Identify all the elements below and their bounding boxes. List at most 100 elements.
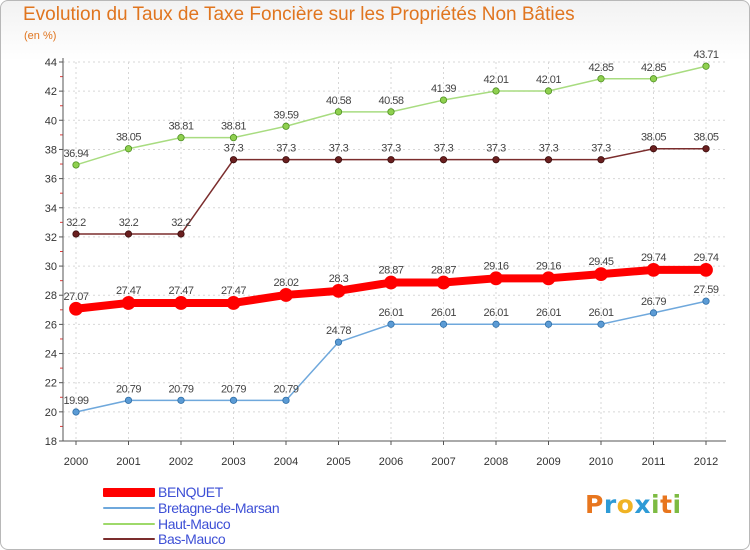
data-label-benquet: 29.45	[588, 256, 613, 268]
data-point-bas-mauco	[649, 145, 658, 153]
y-tick-label: 38	[45, 144, 57, 156]
data-point-bretagne-de-marsan	[544, 320, 553, 328]
logo-letter: i	[651, 490, 661, 519]
data-point-haut-mauco	[439, 96, 448, 104]
legend-item-bas-mauco[interactable]: Bas-Mauco	[103, 531, 226, 547]
x-tick-label: 2010	[589, 456, 613, 468]
y-tick-label: 18	[45, 436, 57, 448]
data-point-bas-mauco	[492, 156, 500, 164]
data-point-benquet	[594, 267, 608, 281]
data-point-bas-mauco	[387, 156, 395, 164]
data-point-haut-mauco	[177, 134, 185, 142]
data-label-benquet: 27.47	[116, 285, 141, 297]
data-point-haut-mauco	[282, 122, 290, 130]
data-point-bretagne-de-marsan	[124, 396, 133, 404]
data-label-haut-mauco: 42.01	[536, 74, 561, 86]
data-label-benquet: 29.74	[641, 252, 666, 264]
y-tick-label: 28	[45, 290, 57, 302]
data-label-haut-mauco: 38.05	[116, 132, 141, 144]
y-tick-label: 32	[45, 232, 57, 244]
y-tick-label: 22	[45, 378, 57, 390]
data-point-bretagne-de-marsan	[72, 408, 80, 416]
data-point-bas-mauco	[124, 230, 133, 238]
x-tick-label: 2001	[116, 456, 140, 468]
legend-swatch-bas-mauco	[103, 538, 155, 540]
x-tick-label: 2002	[169, 456, 193, 468]
data-point-bas-mauco	[282, 156, 290, 164]
data-label-benquet: 28.87	[431, 265, 456, 277]
y-tick-label: 20	[45, 407, 57, 419]
x-tick-label: 2009	[536, 456, 560, 468]
data-point-benquet	[226, 296, 241, 310]
data-label-haut-mauco: 42.85	[588, 62, 613, 74]
data-point-bas-mauco	[544, 156, 553, 164]
data-label-bas-mauco: 37.3	[591, 143, 611, 155]
data-label-bretagne-de-marsan: 26.01	[483, 307, 508, 319]
data-point-bas-mauco	[702, 145, 710, 153]
legend-label-benquet: BENQUET	[158, 484, 223, 500]
legend-item-bretagne-de-marsan[interactable]: Bretagne-de-Marsan	[103, 500, 280, 516]
data-point-haut-mauco	[72, 161, 80, 169]
data-point-haut-mauco	[124, 145, 133, 153]
data-label-benquet: 27.47	[221, 285, 246, 297]
series-layer	[69, 62, 713, 416]
data-label-bretagne-de-marsan: 27.59	[693, 284, 718, 296]
data-label-haut-mauco: 43.71	[693, 49, 718, 61]
data-point-bretagne-de-marsan	[597, 320, 605, 328]
y-tick-label: 24	[45, 349, 57, 361]
data-label-haut-mauco: 42.01	[483, 74, 508, 86]
x-tick-label: 2012	[694, 456, 718, 468]
data-point-bas-mauco	[334, 156, 343, 164]
data-point-bretagne-de-marsan	[702, 297, 710, 305]
data-label-haut-mauco: 38.81	[168, 121, 193, 133]
data-point-benquet	[699, 262, 713, 277]
data-label-haut-mauco: 38.81	[221, 121, 246, 133]
data-label-haut-mauco: 40.58	[326, 95, 351, 107]
legend-swatch-haut-mauco	[103, 523, 155, 525]
data-point-bretagne-de-marsan	[229, 396, 238, 404]
data-label-benquet: 29.16	[536, 260, 561, 272]
data-label-bretagne-de-marsan: 26.01	[588, 307, 613, 319]
data-point-bretagne-de-marsan	[649, 309, 658, 317]
y-tick-label: 26	[45, 319, 57, 331]
logo-letter: i	[672, 490, 682, 519]
data-label-bretagne-de-marsan: 20.79	[116, 383, 141, 395]
data-label-haut-mauco: 42.85	[641, 62, 666, 74]
legend-item-haut-mauco[interactable]: Haut-Mauco	[103, 516, 231, 532]
data-point-bas-mauco	[177, 230, 185, 238]
data-point-benquet	[489, 271, 503, 286]
y-tick-label: 44	[45, 57, 57, 69]
data-label-bretagne-de-marsan: 19.99	[63, 395, 88, 407]
data-point-haut-mauco	[649, 75, 658, 83]
logo-letter: P	[585, 490, 604, 519]
data-point-benquet	[384, 275, 398, 290]
data-label-bas-mauco: 32.2	[119, 217, 139, 229]
data-point-bas-mauco	[72, 230, 80, 238]
data-point-haut-mauco	[229, 134, 238, 142]
legend-swatch-bretagne-de-marsan	[103, 507, 155, 509]
legend-label-bretagne-de-marsan: Bretagne-de-Marsan	[158, 500, 280, 516]
data-label-bretagne-de-marsan: 20.79	[273, 383, 298, 395]
data-label-benquet: 27.47	[168, 285, 193, 297]
data-label-benquet: 27.07	[63, 291, 88, 303]
data-point-bas-mauco	[439, 156, 448, 164]
data-point-bretagne-de-marsan	[282, 396, 290, 404]
axes: 18 20 22 24 26 28 30 32 34 36 38 40 42 44 2000 2001 2002…	[45, 57, 726, 468]
data-label-bas-mauco: 38.05	[641, 132, 666, 144]
data-label-haut-mauco: 39.59	[273, 109, 298, 121]
data-point-bretagne-de-marsan	[177, 396, 185, 404]
data-point-haut-mauco	[387, 108, 395, 116]
data-label-bretagne-de-marsan: 26.79	[641, 296, 666, 308]
data-label-bretagne-de-marsan: 26.01	[378, 307, 403, 319]
data-point-bretagne-de-marsan	[492, 320, 500, 328]
data-point-haut-mauco	[492, 87, 500, 95]
data-label-bretagne-de-marsan: 20.79	[168, 383, 193, 395]
x-tick-label: 2000	[64, 456, 88, 468]
legend-item-benquet[interactable]: BENQUET	[103, 484, 223, 500]
y-tick-label: 30	[45, 261, 57, 273]
data-label-bas-mauco: 32.2	[171, 217, 191, 229]
legend-label-haut-mauco: Haut-Mauco	[158, 516, 231, 532]
data-point-benquet	[121, 296, 136, 310]
